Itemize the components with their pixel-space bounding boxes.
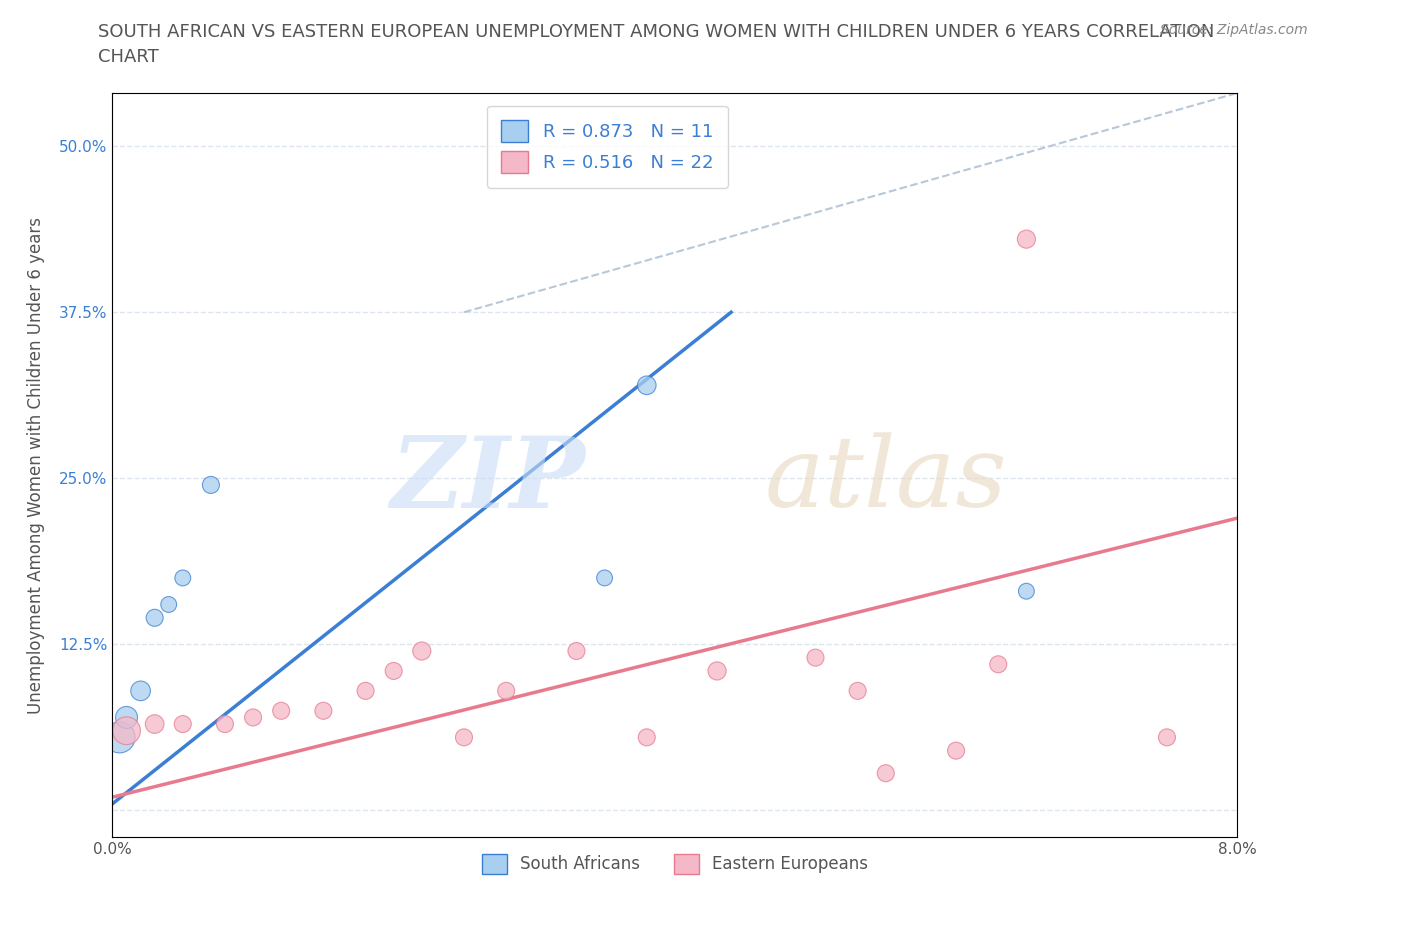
Point [143,717,166,732]
Point [945,743,967,758]
Point [172,717,194,732]
Point [636,378,658,392]
Point [411,644,433,658]
Point [214,717,236,732]
Point [1015,232,1038,246]
Point [382,663,405,678]
Point [593,570,616,585]
Legend: South Africans, Eastern Europeans: South Africans, Eastern Europeans [475,847,875,881]
Point [706,663,728,678]
Point [172,570,194,585]
Point [108,730,131,745]
Point [115,710,138,724]
Point [312,703,335,718]
Text: ZIP: ZIP [389,432,585,528]
Point [987,657,1010,671]
Point [157,597,180,612]
Point [354,684,377,698]
Point [495,684,517,698]
Point [270,703,292,718]
Y-axis label: Unemployment Among Women with Children Under 6 years: Unemployment Among Women with Children U… [27,217,45,713]
Point [242,710,264,724]
Point [143,610,166,625]
Point [636,730,658,745]
Point [1156,730,1178,745]
Text: CHART: CHART [98,48,159,66]
Point [1015,584,1038,599]
Point [804,650,827,665]
Point [453,730,475,745]
Point [875,765,897,780]
Point [129,684,152,698]
Text: atlas: atlas [765,432,1008,527]
Text: SOUTH AFRICAN VS EASTERN EUROPEAN UNEMPLOYMENT AMONG WOMEN WITH CHILDREN UNDER 6: SOUTH AFRICAN VS EASTERN EUROPEAN UNEMPL… [98,23,1215,41]
Point [565,644,588,658]
Text: Source: ZipAtlas.com: Source: ZipAtlas.com [1160,23,1308,37]
Point [115,724,138,738]
Point [846,684,869,698]
Point [200,477,222,492]
